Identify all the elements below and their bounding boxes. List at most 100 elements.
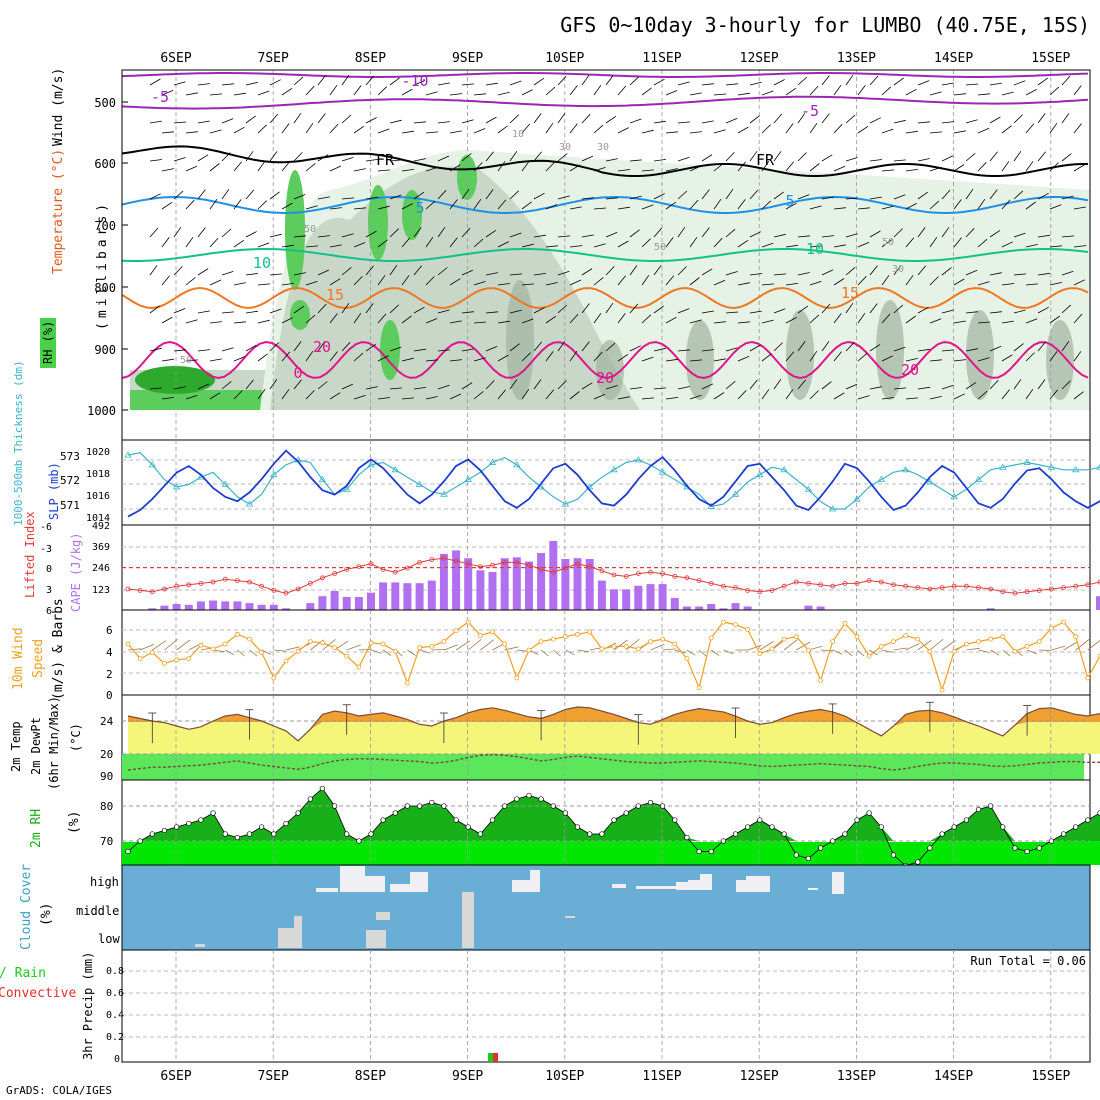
barb-upper-14-8 — [317, 381, 328, 390]
barb-upper-50-8 — [749, 379, 758, 390]
li-tick-3: 3 — [46, 585, 52, 596]
thick-marker-68 — [950, 492, 958, 500]
barb-upper-51-1 — [761, 124, 771, 134]
barb-upper-13-8 — [305, 390, 315, 400]
li-marker-7 — [210, 579, 216, 585]
barb-upper-36-2 — [581, 155, 594, 162]
barb-upper-56-7 — [821, 341, 830, 352]
barb-upper-39-5 — [617, 275, 626, 286]
barb-upper-77-5 — [1073, 279, 1085, 286]
wind10-marker-55 — [793, 634, 799, 640]
wind10-marker-5 — [186, 656, 192, 661]
barb-upper-66-3 — [941, 189, 951, 200]
wind10-marker-57 — [818, 678, 823, 683]
li-marker-17 — [332, 571, 338, 576]
cape-bar-35 — [549, 540, 558, 610]
barb-upper-60-4 — [869, 230, 881, 238]
barb-upper-45-1 — [689, 131, 702, 134]
thick-marker-80 — [1096, 463, 1100, 470]
barb-upper-42-6 — [653, 305, 664, 314]
barb-upper-18-4 — [365, 230, 377, 238]
barb-upper-26-1 — [461, 119, 474, 124]
barb-upper-41-5 — [641, 274, 650, 286]
rh2m-marker-75 — [1036, 845, 1042, 851]
barb-upper-13-5 — [305, 281, 318, 286]
barb-upper-38-2 — [605, 158, 618, 162]
barb-upper-10-5 — [269, 273, 282, 276]
barb-upper-72-8 — [1013, 379, 1022, 390]
cape-bar-21 — [379, 582, 388, 610]
barb-upper-32-3 — [533, 192, 545, 200]
wind10-barb-79 — [1087, 639, 1100, 651]
barb-upper-45-0 — [689, 92, 702, 96]
rh2m-marker-54 — [781, 831, 787, 837]
barb-upper-27-1 — [473, 128, 486, 134]
wind10-barb-20 — [370, 649, 382, 654]
wind10-panel: 6 4 2 0 10m Wind Speed (m/s) & Barbs — [11, 598, 1100, 702]
date-bottom-7SEP: 7SEP — [258, 1069, 289, 1084]
barb-upper-57-6 — [833, 313, 842, 324]
barb-upper-64-5 — [917, 265, 927, 276]
barb-upper-72-2 — [1013, 150, 1022, 162]
wind10-marker-10 — [247, 636, 252, 642]
rh2m-marker-62 — [878, 824, 884, 830]
barb-upper-28-8 — [485, 380, 495, 390]
barb-upper-20-1 — [389, 119, 402, 124]
rh2m-marker-0 — [125, 848, 131, 855]
wind10-barb-45 — [674, 649, 686, 654]
barb-upper-43-3 — [665, 201, 677, 210]
barb-upper-12-6 — [293, 305, 305, 314]
rh-legend-box — [40, 318, 56, 368]
thick-marker-0 — [124, 451, 132, 458]
rh2m-marker-24 — [416, 803, 423, 809]
rh2m-marker-33 — [526, 792, 532, 799]
barb-upper-61-3 — [881, 205, 894, 210]
barb-upper-20-0 — [389, 77, 400, 86]
barb-upper-27-7 — [473, 357, 486, 362]
barb-upper-9-3 — [257, 200, 267, 210]
barb-upper-3-4 — [185, 236, 194, 248]
barb-upper-51-0 — [761, 90, 774, 96]
barb-upper-2-2 — [173, 157, 186, 162]
contour-label-6: 5 — [785, 192, 794, 210]
barb-upper-63-3 — [905, 203, 917, 210]
wind10-barb-49 — [723, 649, 734, 655]
wind10-marker-14 — [295, 648, 301, 654]
rh2m-tick-70: 70 — [100, 835, 113, 848]
barb-upper-66-0 — [941, 82, 954, 86]
wind10-marker-6 — [198, 642, 204, 648]
wind10-barb-78 — [1075, 639, 1090, 651]
barb-upper-30-6 — [509, 309, 522, 314]
barb-upper-73-4 — [1025, 244, 1038, 248]
thick-marker-60 — [853, 495, 861, 502]
barb-upper-54-7 — [797, 341, 806, 352]
barb-upper-19-4 — [377, 239, 388, 248]
barb-upper-47-4 — [713, 237, 723, 248]
wind10-marker-45 — [672, 641, 678, 647]
cape-bar-37 — [573, 558, 582, 610]
barb-upper-31-1 — [521, 123, 531, 134]
cape-bar-44 — [658, 584, 667, 610]
rh-tower-2 — [402, 190, 422, 240]
barb-upper-7-1 — [233, 126, 245, 134]
thick-marker-54 — [780, 466, 788, 473]
cloud-frame — [121, 864, 1091, 951]
barb-upper-11-1 — [281, 123, 290, 134]
barb-upper-3-8 — [185, 395, 198, 400]
barb-upper-47-0 — [713, 93, 727, 96]
barb-upper-54-5 — [797, 272, 810, 276]
barb-upper-72-5 — [1013, 273, 1027, 276]
rh2m-marker-22 — [392, 810, 398, 816]
barb-upper-42-2 — [653, 159, 666, 162]
barb-upper-74-3 — [1037, 192, 1049, 200]
barb-upper-52-0 — [773, 79, 785, 86]
wind10-barb-9 — [237, 649, 245, 657]
precip-grid — [122, 950, 1090, 1062]
temp-max-line — [127, 706, 1100, 742]
contour-label-1: -5 — [151, 88, 169, 106]
barb-upper-53-0 — [785, 87, 797, 96]
barb-upper-4-8 — [197, 383, 210, 390]
barb-upper-9-6 — [257, 319, 270, 324]
wind10-marker-18 — [344, 653, 350, 659]
contour-label-8: 10 — [806, 240, 824, 258]
